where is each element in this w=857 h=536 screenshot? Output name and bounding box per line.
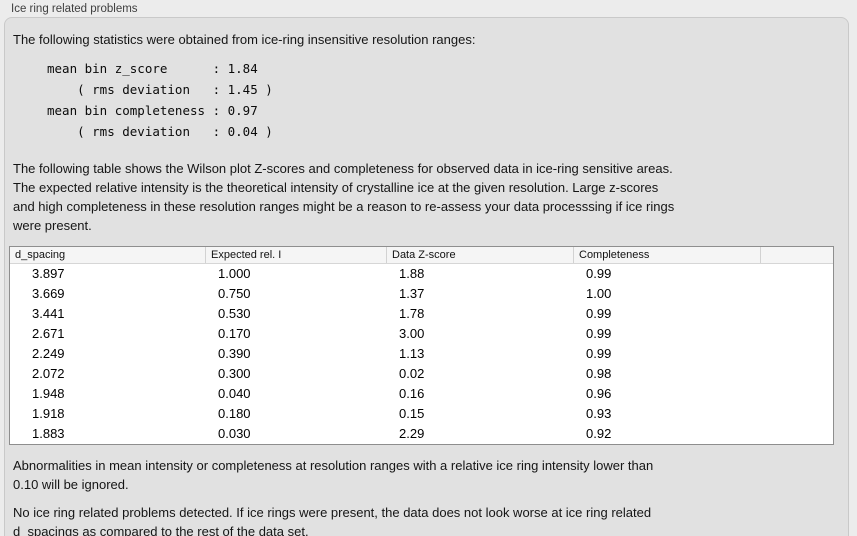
table-row[interactable]: 1.883 0.030 2.29 0.92: [10, 424, 833, 444]
column-header-spacer: [760, 247, 833, 263]
table-cell: 3.897: [32, 266, 65, 281]
table-cell: 0.99: [586, 266, 612, 281]
table-row[interactable]: 2.072 0.300 0.02 0.98: [10, 364, 833, 384]
table-row[interactable]: 2.671 0.170 3.00 0.99: [10, 324, 833, 344]
table-cell: [760, 404, 833, 424]
ice-ring-stats-block: mean bin z_score : 1.84 ( rms deviation …: [47, 61, 273, 139]
table-cell: [760, 304, 833, 324]
table-cell: 0.16: [399, 386, 425, 401]
table-cell: [760, 284, 833, 304]
table-cell: [760, 324, 833, 344]
intro-text: The following statistics were obtained f…: [13, 32, 476, 47]
table-cell: [760, 344, 833, 364]
table-cell: 0.030: [218, 426, 251, 441]
table-header-row: d_spacing Expected rel. I Data Z-score C…: [10, 247, 833, 264]
table-cell: 1.948: [32, 386, 65, 401]
table-cell: 0.98: [586, 366, 612, 381]
panel-title: Ice ring related problems: [11, 3, 138, 15]
column-header-expected-rel-i[interactable]: Expected rel. I: [205, 247, 386, 263]
table-cell: [760, 384, 833, 404]
ice-ring-table: d_spacing Expected rel. I Data Z-score C…: [9, 246, 834, 445]
table-cell: [760, 424, 833, 444]
table-cell: 0.99: [586, 326, 612, 341]
table-cell: 0.040: [218, 386, 251, 401]
table-row[interactable]: 3.441 0.530 1.78 0.99: [10, 304, 833, 324]
table-cell: 3.00: [399, 326, 425, 341]
table-body: 3.897 1.000 1.88 0.99 3.669 0.750 1.37 1.00 3.44…: [10, 264, 833, 444]
table-cell: 0.99: [586, 346, 612, 361]
table-row[interactable]: 3.897 1.000 1.88 0.99: [10, 264, 833, 284]
table-cell: 2.072: [32, 366, 65, 381]
table-cell: 1.883: [32, 426, 65, 441]
table-cell: 1.918: [32, 406, 65, 421]
column-header-completeness[interactable]: Completeness: [573, 247, 760, 263]
table-cell: 1.13: [399, 346, 425, 361]
column-header-d-spacing[interactable]: d_spacing: [15, 249, 66, 261]
conclusion-text: No ice ring related problems detected. I…: [13, 505, 652, 536]
table-cell: 3.669: [32, 286, 65, 301]
table-cell: 1.88: [399, 266, 425, 281]
table-row[interactable]: 1.918 0.180 0.15 0.93: [10, 404, 833, 424]
table-cell: 2.29: [399, 426, 425, 441]
ice-ring-group-box: The following statistics were obtained f…: [4, 17, 849, 536]
table-cell: 0.530: [218, 306, 251, 321]
table-cell: 0.180: [218, 406, 251, 421]
ignore-threshold-note: Abnormalities in mean intensity or compl…: [13, 458, 654, 492]
table-cell: 1.00: [586, 286, 612, 301]
table-cell: 0.170: [218, 326, 251, 341]
table-cell: 0.92: [586, 426, 612, 441]
column-header-data-z-score[interactable]: Data Z-score: [386, 247, 573, 263]
table-cell: 1.78: [399, 306, 425, 321]
table-cell: 1.37: [399, 286, 425, 301]
table-cell: 0.99: [586, 306, 612, 321]
table-cell: 0.750: [218, 286, 251, 301]
table-cell: 0.96: [586, 386, 612, 401]
table-cell: 0.390: [218, 346, 251, 361]
table-cell: 0.93: [586, 406, 612, 421]
table-cell: 0.15: [399, 406, 425, 421]
table-cell: 2.249: [32, 346, 65, 361]
table-cell: [760, 264, 833, 284]
table-cell: 0.02: [399, 366, 425, 381]
table-row[interactable]: 1.948 0.040 0.16 0.96: [10, 384, 833, 404]
table-description: The following table shows the Wilson plo…: [13, 161, 675, 233]
table-cell: 3.441: [32, 306, 65, 321]
table-row[interactable]: 3.669 0.750 1.37 1.00: [10, 284, 833, 304]
table-cell: 1.000: [218, 266, 251, 281]
table-cell: 2.671: [32, 326, 65, 341]
table-cell: 0.300: [218, 366, 251, 381]
table-row[interactable]: 2.249 0.390 1.13 0.99: [10, 344, 833, 364]
table-cell: [760, 364, 833, 384]
